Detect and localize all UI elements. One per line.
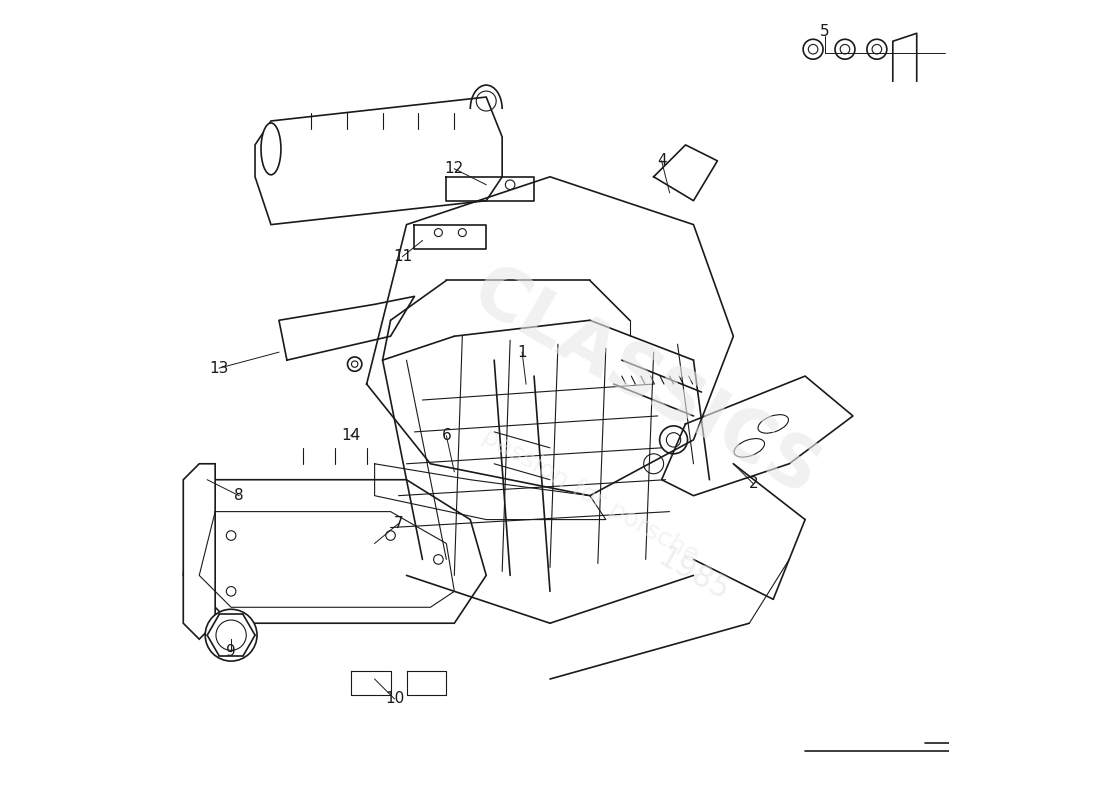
Text: 9: 9 (227, 644, 236, 658)
Text: 7: 7 (394, 516, 404, 531)
Polygon shape (184, 464, 216, 639)
Text: 5: 5 (821, 24, 829, 39)
Text: CLASSICS: CLASSICS (460, 257, 832, 511)
Polygon shape (184, 480, 486, 623)
Ellipse shape (660, 426, 688, 454)
Text: 12: 12 (444, 162, 464, 176)
Ellipse shape (835, 39, 855, 59)
Polygon shape (255, 97, 503, 225)
Text: 14: 14 (341, 428, 361, 443)
Text: 1: 1 (517, 345, 527, 360)
Text: 11: 11 (393, 249, 412, 264)
Ellipse shape (867, 39, 887, 59)
Ellipse shape (216, 620, 246, 650)
Text: 4: 4 (657, 154, 667, 168)
Text: 2: 2 (748, 476, 758, 491)
Text: 6: 6 (441, 428, 451, 443)
Text: 1985: 1985 (652, 543, 735, 607)
Text: passion for porsche: passion for porsche (477, 424, 702, 567)
Ellipse shape (803, 39, 823, 59)
Text: 8: 8 (234, 488, 244, 503)
Text: 10: 10 (385, 691, 404, 706)
Ellipse shape (348, 357, 362, 371)
Ellipse shape (644, 454, 663, 474)
Ellipse shape (261, 123, 280, 174)
Ellipse shape (206, 610, 257, 661)
Text: 13: 13 (209, 361, 229, 376)
